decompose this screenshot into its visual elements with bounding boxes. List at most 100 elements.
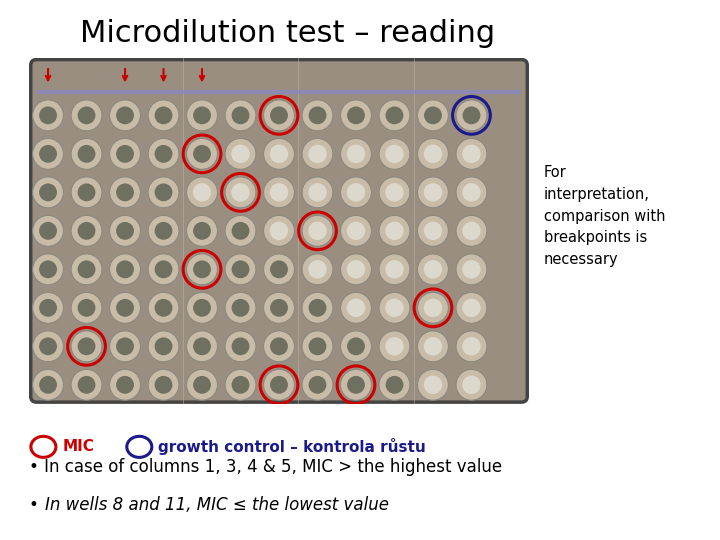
Circle shape <box>109 138 140 169</box>
Circle shape <box>78 106 96 124</box>
Circle shape <box>418 177 449 208</box>
Circle shape <box>424 183 442 201</box>
Circle shape <box>148 369 179 400</box>
Circle shape <box>418 293 449 323</box>
Circle shape <box>225 331 256 362</box>
Circle shape <box>186 215 217 246</box>
Circle shape <box>308 183 327 201</box>
Circle shape <box>186 100 217 131</box>
Circle shape <box>225 138 256 169</box>
Circle shape <box>385 221 404 240</box>
Circle shape <box>193 376 211 394</box>
Circle shape <box>379 254 410 285</box>
Circle shape <box>193 299 211 317</box>
Circle shape <box>186 293 217 323</box>
Circle shape <box>347 338 365 355</box>
Circle shape <box>193 338 211 355</box>
Text: •: • <box>29 496 44 514</box>
Text: For
interpretation,
comparison with
breakpoints is
necessary: For interpretation, comparison with brea… <box>544 165 665 267</box>
Circle shape <box>225 369 256 400</box>
Circle shape <box>186 369 217 400</box>
Circle shape <box>456 215 487 246</box>
Circle shape <box>270 299 288 317</box>
Circle shape <box>39 338 57 355</box>
Text: D: D <box>17 226 25 235</box>
Circle shape <box>264 138 294 169</box>
Text: H: H <box>17 380 25 389</box>
Circle shape <box>32 215 63 246</box>
Circle shape <box>78 184 96 201</box>
Circle shape <box>379 331 410 362</box>
Circle shape <box>347 299 365 317</box>
Circle shape <box>347 183 365 201</box>
Circle shape <box>109 254 140 285</box>
Circle shape <box>341 177 372 208</box>
Circle shape <box>341 293 372 323</box>
Circle shape <box>32 138 63 169</box>
Circle shape <box>341 138 372 169</box>
Circle shape <box>302 138 333 169</box>
Circle shape <box>193 183 211 201</box>
Circle shape <box>78 376 96 394</box>
Circle shape <box>193 260 211 278</box>
Circle shape <box>148 331 179 362</box>
Circle shape <box>232 260 249 278</box>
Circle shape <box>341 215 372 246</box>
Circle shape <box>32 293 63 323</box>
Circle shape <box>231 183 250 201</box>
Circle shape <box>186 138 217 169</box>
Circle shape <box>418 100 449 131</box>
Circle shape <box>341 369 372 400</box>
Circle shape <box>385 337 404 355</box>
Circle shape <box>32 100 63 131</box>
Circle shape <box>39 145 57 163</box>
Circle shape <box>116 338 134 355</box>
Circle shape <box>302 254 333 285</box>
Circle shape <box>39 376 57 394</box>
Circle shape <box>456 254 487 285</box>
Circle shape <box>347 376 365 394</box>
Circle shape <box>148 138 179 169</box>
Circle shape <box>462 106 480 124</box>
Text: A: A <box>17 111 24 120</box>
Text: F: F <box>18 303 24 312</box>
Circle shape <box>116 260 134 278</box>
Circle shape <box>155 184 173 201</box>
Circle shape <box>270 183 288 201</box>
Circle shape <box>32 369 63 400</box>
Circle shape <box>71 331 102 362</box>
Circle shape <box>385 145 404 163</box>
Circle shape <box>148 177 179 208</box>
Text: • In case of columns 1, 3, 4 & 5, MIC > the highest value: • In case of columns 1, 3, 4 & 5, MIC > … <box>29 458 502 476</box>
Circle shape <box>302 100 333 131</box>
Circle shape <box>341 254 372 285</box>
Circle shape <box>456 100 487 131</box>
Circle shape <box>155 338 173 355</box>
Circle shape <box>225 100 256 131</box>
Circle shape <box>232 376 249 394</box>
Circle shape <box>186 177 217 208</box>
Circle shape <box>193 222 211 240</box>
Circle shape <box>456 177 487 208</box>
Circle shape <box>270 260 288 278</box>
Circle shape <box>193 145 211 163</box>
Circle shape <box>341 100 372 131</box>
Circle shape <box>78 145 96 163</box>
Circle shape <box>71 293 102 323</box>
Circle shape <box>347 145 365 163</box>
Circle shape <box>186 254 217 285</box>
Circle shape <box>39 260 57 278</box>
Circle shape <box>302 215 333 246</box>
Circle shape <box>385 106 403 124</box>
Circle shape <box>232 106 249 124</box>
Circle shape <box>270 338 288 355</box>
Circle shape <box>385 299 404 317</box>
Circle shape <box>347 106 365 124</box>
Circle shape <box>347 260 365 279</box>
Circle shape <box>379 100 410 131</box>
Circle shape <box>424 145 442 163</box>
Circle shape <box>309 376 326 394</box>
Text: G: G <box>17 342 24 351</box>
Circle shape <box>462 221 481 240</box>
Circle shape <box>78 338 96 355</box>
